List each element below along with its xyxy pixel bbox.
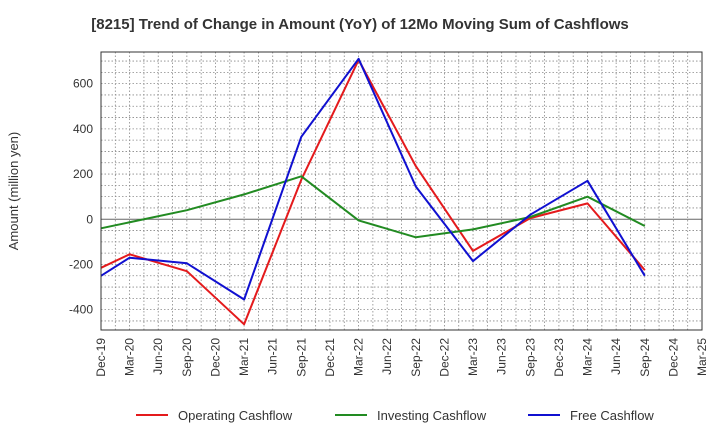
y-axis-title: Amount (million yen) (6, 132, 21, 251)
legend-label: Investing Cashflow (377, 408, 487, 423)
x-tick-label: Mar-21 (237, 338, 251, 376)
x-tick-label: Mar-25 (695, 338, 709, 376)
y-tick-labels: -400 -200 0 200 400 600 (69, 77, 93, 317)
y-tick-label: 200 (73, 167, 93, 181)
x-tick-label: Sep-24 (638, 338, 652, 377)
y-tick-label: 0 (86, 212, 93, 226)
legend-label: Free Cashflow (570, 408, 654, 423)
x-tick-label: Sep-22 (409, 338, 423, 377)
legend-label: Operating Cashflow (178, 408, 293, 423)
x-tick-label: Jun-20 (151, 338, 165, 375)
x-tick-label: Dec-24 (666, 338, 680, 377)
x-tick-label: Jun-23 (495, 338, 509, 375)
grid-layer (100, 52, 703, 330)
x-tick-label: Dec-23 (552, 338, 566, 377)
y-tick-label: 600 (73, 77, 93, 91)
y-tick-label: 400 (73, 122, 93, 136)
series-line-investing-cashflow (100, 175, 646, 239)
x-tick-label: Mar-23 (466, 338, 480, 376)
x-tick-label: Jun-24 (609, 338, 623, 375)
x-tick-label: Dec-22 (437, 338, 451, 377)
x-tick-label: Mar-24 (581, 338, 595, 376)
y-tick-label: -200 (69, 257, 93, 271)
y-tick-label: -400 (69, 303, 93, 317)
x-tick-label: Sep-20 (180, 338, 194, 377)
x-tick-label: Dec-20 (208, 338, 222, 377)
series-layer (100, 57, 646, 326)
x-tick-label: Sep-21 (294, 338, 308, 377)
x-tick-label: Sep-23 (523, 338, 537, 377)
x-tick-labels: Dec-19 Mar-20 Jun-20 Sep-20 Dec-20 Mar-21 Jun-… (94, 338, 709, 377)
x-tick-label: Jun-22 (380, 338, 394, 375)
series-line-free-cashflow (100, 57, 646, 301)
x-tick-label: Dec-19 (94, 338, 108, 377)
x-tick-label: Dec-21 (323, 338, 337, 377)
plot-border (100, 51, 703, 331)
legend: Operating Cashflow Investing Cashflow Free… (136, 408, 654, 423)
x-tick-label: Jun-21 (266, 338, 280, 375)
x-tick-label: Mar-22 (352, 338, 366, 376)
x-tick-label: Mar-20 (123, 338, 137, 376)
chart-title: [8215] Trend of Change in Amount (YoY) o… (91, 16, 629, 33)
